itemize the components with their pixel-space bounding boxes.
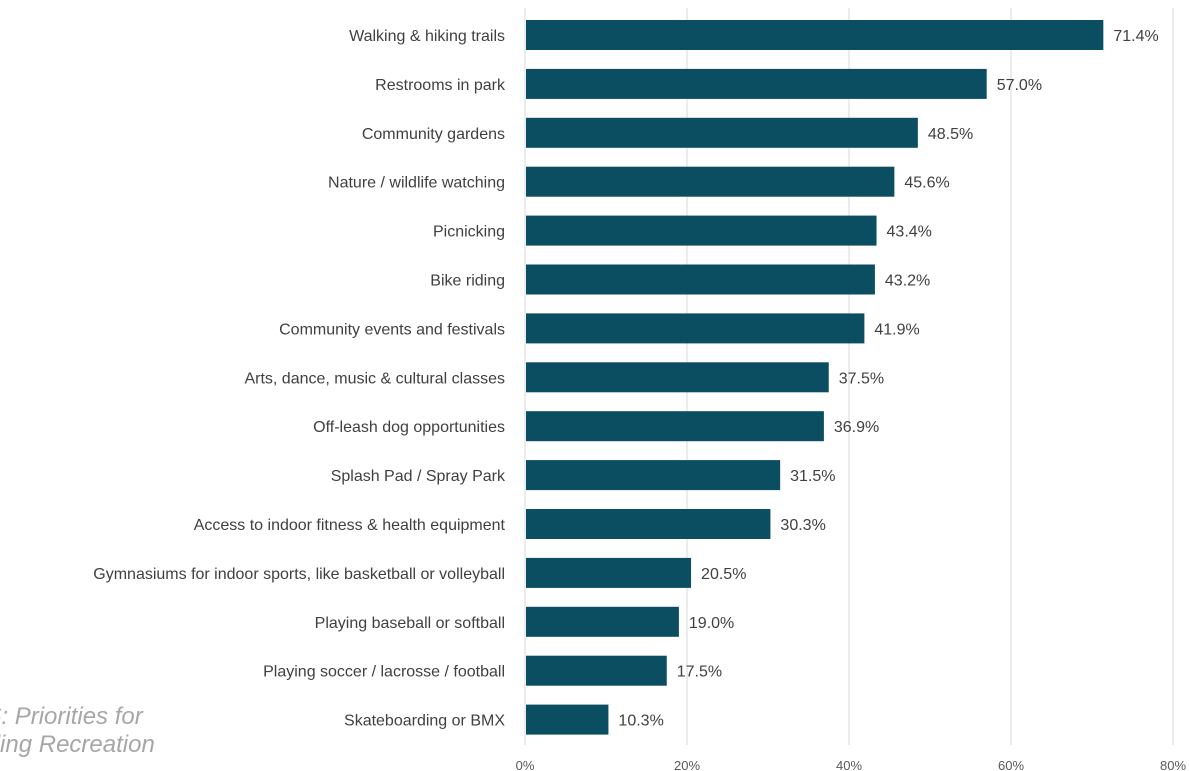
category-label: Bike riding <box>430 273 505 290</box>
x-tick-label: 0% <box>516 758 535 771</box>
data-label: 71.4% <box>1113 28 1158 45</box>
data-label: 19.0% <box>689 615 734 632</box>
figure-caption: re 6: Priorities for anding Recreation <box>0 703 155 759</box>
data-label: 10.3% <box>618 713 663 730</box>
category-label: Restrooms in park <box>375 77 506 94</box>
bar <box>526 215 877 246</box>
bar <box>526 20 1104 50</box>
bar <box>526 117 918 148</box>
data-label: 48.5% <box>928 126 973 143</box>
bar <box>526 313 865 344</box>
category-label: Picnicking <box>433 224 505 241</box>
category-label: Arts, dance, music & cultural classes <box>244 370 505 387</box>
data-label: 43.4% <box>887 224 932 241</box>
bar <box>526 606 679 637</box>
category-label: Off-leash dog opportunities <box>313 419 505 436</box>
data-label: 41.9% <box>874 321 919 338</box>
bar <box>526 166 895 197</box>
labels: 0% 20% 40% 60% 80% Walking & hiking trails 71.… <box>93 28 1186 771</box>
bar <box>526 655 667 686</box>
data-label: 45.6% <box>904 175 949 192</box>
bar <box>526 704 609 735</box>
category-label: Skateboarding or BMX <box>344 713 505 730</box>
bar <box>526 411 824 442</box>
data-label: 30.3% <box>780 517 825 534</box>
category-label: Walking & hiking trails <box>349 28 505 45</box>
x-tick-label: 20% <box>674 758 700 771</box>
category-label: Splash Pad / Spray Park <box>331 468 506 485</box>
data-label: 17.5% <box>677 664 722 681</box>
category-label: Playing soccer / lacrosse / football <box>263 664 505 681</box>
x-tick-label: 80% <box>1160 758 1186 771</box>
caption-line-2: anding Recreation <box>0 731 155 758</box>
data-label: 31.5% <box>790 468 835 485</box>
data-label: 57.0% <box>997 77 1042 94</box>
x-tick-label: 60% <box>998 758 1024 771</box>
caption-line-1: re 6: Priorities for <box>0 703 143 730</box>
bar <box>526 460 781 491</box>
bars <box>526 20 1104 735</box>
x-tick-label: 40% <box>836 758 862 771</box>
category-label: Community gardens <box>362 126 505 143</box>
data-label: 20.5% <box>701 566 746 583</box>
category-label: Nature / wildlife watching <box>328 175 505 192</box>
bar <box>526 68 987 99</box>
data-label: 36.9% <box>834 419 879 436</box>
category-label: Gymnasiums for indoor sports, like baske… <box>93 566 505 583</box>
data-label: 43.2% <box>885 273 930 290</box>
bar <box>526 362 829 393</box>
bar <box>526 264 875 295</box>
category-label: Community events and festivals <box>279 321 505 338</box>
bar <box>526 557 692 588</box>
bar <box>526 509 771 539</box>
data-label: 37.5% <box>839 370 884 387</box>
category-label: Access to indoor fitness & health equipm… <box>194 517 506 534</box>
category-label: Playing baseball or softball <box>315 615 505 632</box>
